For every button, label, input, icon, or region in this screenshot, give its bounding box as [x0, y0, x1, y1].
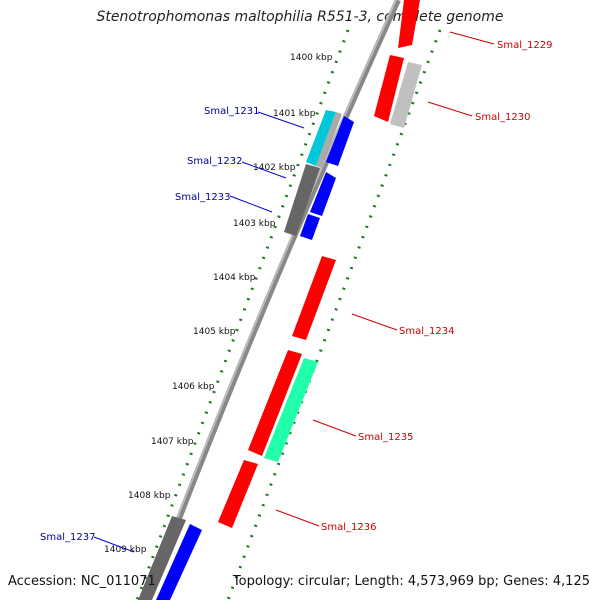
gene-label-smal-1233: Smal_1233	[175, 192, 230, 203]
tick-label: 1400 kbp	[290, 53, 333, 63]
gene-label-smal-1232: Smal_1232	[187, 156, 242, 167]
gene-label-smal-1235: Smal_1235	[358, 432, 413, 443]
gene-arrow-smal-1232	[310, 172, 336, 216]
gene-block-gray-2	[316, 112, 342, 168]
gene-arrow-smal-1231	[306, 110, 336, 166]
outer-dotted-track	[226, 29, 442, 600]
inner-dotted-track	[135, 29, 350, 600]
tick-label: 1402 kbp	[253, 163, 296, 173]
tick-label: 1409 kbp	[104, 545, 147, 555]
gene-arrow-smal-1229	[398, 0, 420, 48]
gene-arrow-smal-1237	[156, 524, 202, 600]
gene-arrow-smal-1233	[300, 214, 320, 240]
topology-text: Topology: circular; Length: 4,573,969 bp…	[232, 574, 590, 589]
gene-arrow-blue-1	[326, 116, 354, 166]
tick-label: 1407 kbp	[151, 437, 194, 447]
gene-label-smal-1237: Smal_1237	[40, 532, 95, 543]
accession-text: Accession: NC_011071	[8, 574, 156, 589]
tick-label: 1401 kbp	[273, 109, 316, 119]
gene-block-gray-1	[390, 62, 422, 128]
gene-label-smal-1230: Smal_1230	[475, 112, 530, 123]
gene-block-smal-1232	[284, 164, 320, 236]
gene-label-smal-1234: Smal_1234	[399, 326, 454, 337]
tick-label: 1406 kbp	[172, 382, 215, 392]
genome-backbone-highlight	[145, 0, 397, 600]
tick-label: 1404 kbp	[213, 273, 256, 283]
gene-label-smal-1229: Smal_1229	[497, 40, 552, 51]
tick-label: 1408 kbp	[128, 491, 171, 501]
tick-label: 1403 kbp	[233, 219, 276, 229]
gene-arrow-smal-1235-red	[248, 350, 302, 456]
gene-arrow-smal-1234	[292, 256, 336, 340]
gene-arrow-smal-1236	[218, 460, 258, 528]
gene-label-smal-1231: Smal_1231	[204, 106, 259, 117]
gene-label-smal-1236: Smal_1236	[321, 522, 376, 533]
gene-block-gray-3	[138, 516, 186, 600]
genome-backbone	[145, 0, 401, 600]
tick-label: 1405 kbp	[193, 327, 236, 337]
gene-arrow-smal-1235	[264, 358, 318, 462]
gene-arrow-smal-1230	[374, 55, 404, 122]
